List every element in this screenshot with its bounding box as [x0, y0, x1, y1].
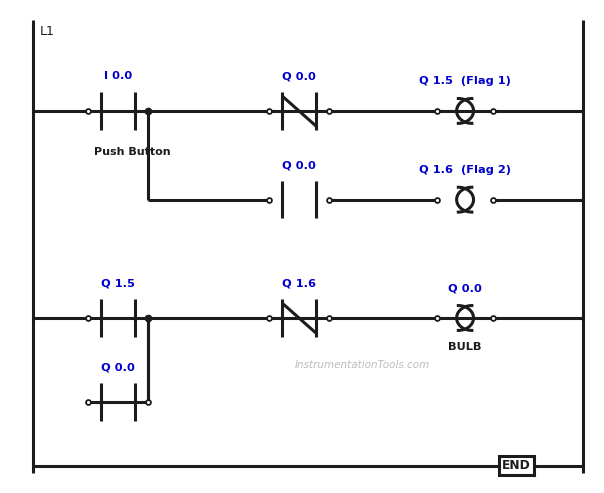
Text: Push Button: Push Button: [94, 147, 170, 157]
Text: Q 0.0: Q 0.0: [282, 71, 316, 81]
Text: Q 1.5: Q 1.5: [101, 279, 135, 288]
Text: END: END: [502, 459, 531, 472]
Text: Q 1.6  (Flag 2): Q 1.6 (Flag 2): [419, 165, 511, 175]
Text: BULB: BULB: [448, 342, 482, 352]
Text: I 0.0: I 0.0: [104, 71, 132, 81]
Text: Q 0.0: Q 0.0: [101, 362, 135, 372]
Text: Q 1.6: Q 1.6: [282, 279, 316, 288]
Text: InstrumentationTools.com: InstrumentationTools.com: [295, 360, 430, 370]
Text: Q 1.5  (Flag 1): Q 1.5 (Flag 1): [419, 76, 511, 86]
Text: L1: L1: [39, 25, 54, 37]
Text: Q 0.0: Q 0.0: [448, 283, 482, 293]
Text: Q 0.0: Q 0.0: [282, 160, 316, 170]
